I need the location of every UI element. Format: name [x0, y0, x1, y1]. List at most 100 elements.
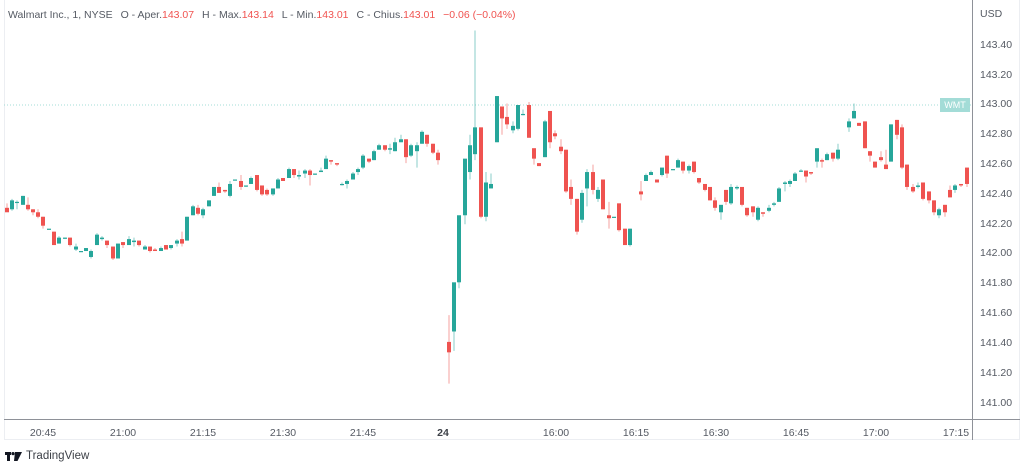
candle-down: [569, 186, 573, 199]
candle-down: [148, 246, 152, 252]
candle-up: [783, 182, 787, 184]
candle-down: [292, 169, 296, 176]
candle-up: [319, 170, 323, 173]
price-tick-label: 143.40: [980, 39, 1013, 51]
price-tick-label: 142.80: [980, 128, 1013, 140]
candle-down: [697, 178, 701, 183]
close-label: C - Chius.: [356, 9, 404, 21]
candle-up: [756, 207, 760, 220]
price-axis-line: [972, 0, 973, 440]
candle-down: [809, 172, 813, 174]
candle-up: [671, 169, 675, 171]
candle-up: [297, 175, 301, 177]
candle-down: [5, 207, 9, 213]
candle-down: [703, 183, 707, 190]
candle-down: [863, 121, 867, 149]
candle-down: [308, 170, 312, 176]
candle-down: [724, 189, 728, 202]
candlestick-plot[interactable]: [0, 0, 972, 419]
candle-down: [500, 106, 504, 119]
candle-up: [185, 216, 189, 241]
ohlc-legend: Walmart Inc., 1, NYSE O - Aper.143.07 H …: [8, 9, 516, 21]
candle-up: [596, 189, 600, 199]
candle-up: [660, 167, 664, 176]
candle-up: [719, 204, 723, 213]
candle-down: [383, 145, 387, 150]
change-value: −0.06 (−0.04%): [443, 9, 516, 21]
candle-down: [436, 152, 440, 161]
candle-down: [329, 160, 333, 162]
candle-up: [644, 175, 648, 181]
candle-down: [447, 341, 451, 353]
symbol-title[interactable]: Walmart Inc., 1, NYSE: [8, 9, 113, 21]
close-value: 143.01: [403, 9, 436, 21]
candle-down: [425, 134, 429, 144]
candle-down: [36, 212, 40, 217]
candle-down: [884, 164, 888, 170]
candle-up: [89, 251, 93, 257]
candle-up: [212, 186, 216, 196]
candle-down: [335, 163, 339, 165]
candle-down: [217, 186, 221, 193]
candle-up: [489, 183, 493, 189]
candle-up: [580, 192, 584, 220]
candle-up: [409, 145, 413, 156]
candle-up: [393, 142, 397, 152]
tradingview-brand[interactable]: TradingView: [5, 450, 89, 462]
candle-down: [943, 204, 947, 213]
candle-down: [857, 122, 861, 126]
candle-down: [655, 179, 659, 183]
candle-up: [521, 113, 525, 116]
candle-down: [404, 139, 408, 158]
candle-up: [84, 248, 88, 252]
candle-up: [74, 246, 78, 250]
price-tick-label: 141.40: [980, 337, 1013, 349]
candle-down: [692, 161, 696, 173]
candle-up: [159, 248, 163, 252]
brand-name: TradingView: [26, 450, 90, 462]
candle-up: [452, 282, 456, 332]
candle-down: [68, 237, 72, 246]
candle-down: [804, 170, 808, 177]
high-value: 143.14: [241, 9, 274, 21]
time-tick-label: 16:15: [622, 427, 650, 439]
candle-down: [639, 191, 643, 195]
candle-down: [137, 240, 141, 246]
candle-up: [228, 183, 232, 196]
time-tick-label: 21:15: [189, 427, 217, 439]
candle-down: [537, 163, 541, 167]
candle-down: [548, 110, 552, 143]
candle-down: [820, 160, 824, 162]
candle-down: [868, 151, 872, 156]
candle-up: [372, 151, 376, 161]
candle-up: [825, 154, 829, 161]
candle-up: [793, 173, 797, 181]
candle-up: [175, 240, 179, 244]
candle-down: [196, 207, 200, 214]
candles-group: [5, 30, 969, 384]
candle-up: [516, 105, 520, 129]
time-axis-line: [4, 419, 1020, 420]
candle-up: [233, 179, 237, 181]
candle-down: [761, 212, 765, 214]
candle-up: [345, 180, 349, 184]
price-tick-label: 141.80: [980, 277, 1013, 289]
time-tick-label: 17:00: [862, 427, 890, 439]
candle-up: [511, 125, 515, 131]
tradingview-logo-icon: [5, 451, 22, 461]
candle-up: [207, 200, 211, 207]
candle-up: [815, 148, 819, 162]
currency-label[interactable]: USD: [980, 8, 1003, 20]
candle-down: [265, 189, 269, 195]
price-tick-label: 143.20: [980, 69, 1013, 81]
chart-frame[interactable]: [4, 0, 1020, 440]
candle-up: [772, 203, 776, 205]
candle-down: [932, 200, 936, 213]
candle-down: [751, 206, 755, 213]
candle-up: [127, 239, 131, 246]
candle-up: [628, 228, 632, 246]
candle-up: [953, 185, 957, 190]
candle-up: [916, 185, 920, 187]
candle-up: [324, 158, 328, 170]
candle-up: [244, 185, 248, 187]
